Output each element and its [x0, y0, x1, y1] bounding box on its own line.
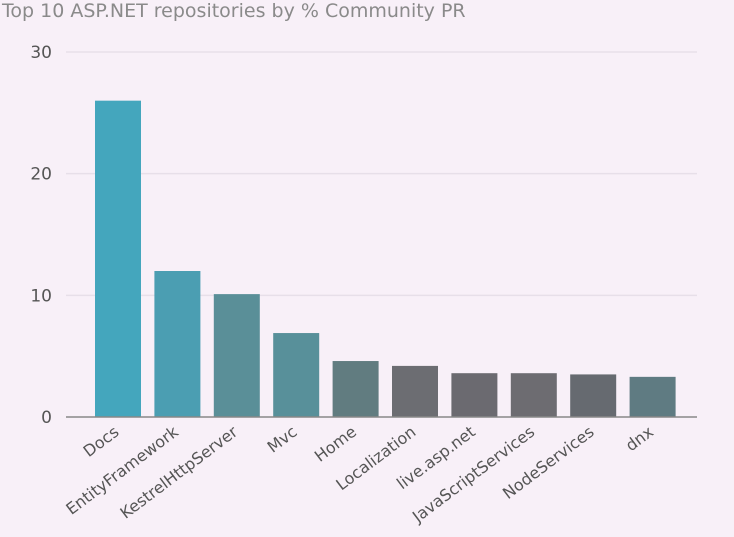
grid-lines — [66, 51, 697, 297]
bar-mvc — [273, 333, 320, 417]
bar-kestrelhttpserver — [213, 294, 260, 417]
bar-live-asp-net — [451, 373, 498, 417]
bar-dnx — [629, 376, 676, 417]
y-tick-label: 30 — [30, 43, 52, 63]
chart-title: Top 10 ASP.NET repositories by % Communi… — [2, 0, 466, 22]
bar-docs — [95, 100, 141, 418]
bar-nodeservices — [570, 374, 617, 417]
x-tick-label: Mvc — [264, 422, 301, 456]
y-axis-ticks: 0 10 20 30 — [30, 43, 52, 428]
y-tick-label: 0 — [41, 408, 52, 428]
y-tick-label: 10 — [30, 286, 52, 306]
bar-localization — [392, 365, 438, 417]
x-tick-label: dnx — [622, 422, 657, 455]
x-tick-label: Home — [311, 422, 360, 466]
bar-entityframework — [154, 271, 201, 417]
bars — [95, 100, 676, 418]
bar-javascriptservices — [510, 373, 557, 417]
bar-home — [332, 361, 379, 417]
x-tick-label: Docs — [80, 422, 123, 461]
y-tick-label: 20 — [30, 165, 52, 185]
